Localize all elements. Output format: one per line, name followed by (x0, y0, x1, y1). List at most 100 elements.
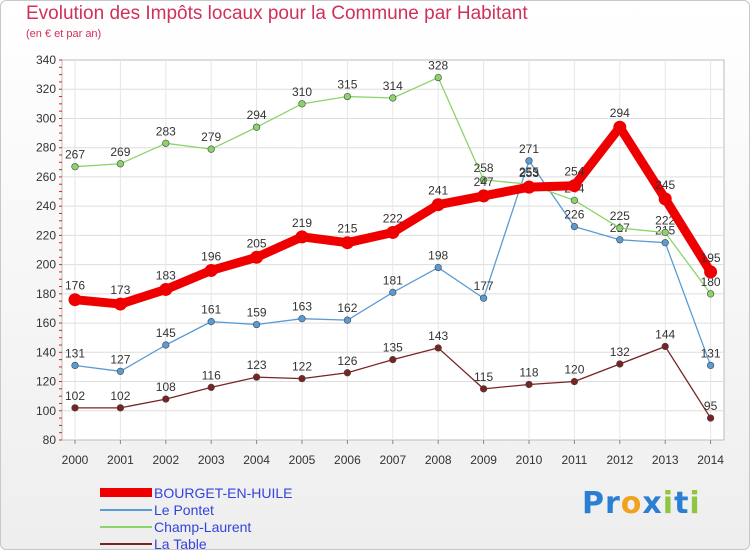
data-point (661, 239, 669, 247)
y-tick-label: 300 (36, 111, 56, 125)
y-tick-label: 220 (36, 228, 56, 242)
y-tick-label: 260 (36, 170, 56, 184)
x-tick-label: 2002 (152, 453, 179, 467)
data-point (68, 293, 82, 307)
data-point (522, 180, 536, 194)
data-point (386, 225, 400, 239)
legend-item: Champ-Laurent (100, 518, 292, 535)
data-point (706, 290, 715, 298)
data-point (116, 367, 124, 375)
data-label: 181 (383, 273, 403, 287)
data-label: 196 (201, 249, 221, 263)
legend-label: La Table (154, 535, 207, 552)
data-label: 123 (247, 358, 267, 372)
data-point (207, 145, 215, 153)
data-label: 198 (428, 249, 448, 263)
data-label: 241 (428, 184, 448, 198)
data-point (159, 282, 173, 296)
data-label: 115 (474, 370, 493, 384)
data-point (616, 236, 624, 244)
data-label: 173 (110, 283, 130, 297)
x-tick-label: 2006 (334, 453, 361, 467)
data-label: 222 (655, 213, 675, 227)
series-0: 176 173 183 196 205 219 215 222 241 247 253 254 294 2… (65, 106, 721, 311)
data-point (431, 198, 445, 212)
y-tick-label: 340 (36, 53, 56, 67)
y-tick-label: 320 (36, 82, 56, 96)
data-label: 267 (65, 148, 85, 162)
data-point (204, 263, 218, 277)
data-label: 195 (701, 251, 721, 265)
x-tick-label: 2004 (243, 453, 270, 467)
data-label: 180 (701, 275, 721, 289)
data-label: 314 (383, 79, 403, 93)
logo-letter: t (674, 486, 690, 521)
data-point (434, 73, 442, 82)
data-point (706, 361, 715, 370)
data-label: 269 (110, 145, 130, 159)
legend-label: Champ-Laurent (154, 518, 252, 535)
data-point (250, 250, 264, 264)
data-label: 254 (564, 165, 584, 179)
y-tick-label: 160 (36, 316, 56, 330)
y-tick-label: 200 (36, 258, 56, 272)
data-point (207, 318, 215, 326)
data-label: 310 (292, 85, 312, 99)
x-tick-label: 2000 (62, 453, 89, 467)
data-label: 219 (292, 216, 312, 230)
data-label: 131 (701, 346, 721, 360)
x-tick-label: 2005 (289, 453, 316, 467)
data-label: 279 (201, 130, 221, 144)
data-point (480, 385, 488, 393)
data-label: 163 (292, 300, 312, 314)
x-tick-label: 2012 (606, 453, 633, 467)
data-label: 132 (610, 345, 630, 359)
legend-item: BOURGET-EN-HUILE (100, 484, 292, 501)
data-point (434, 344, 442, 352)
x-tick-label: 2010 (516, 453, 543, 467)
data-label: 162 (337, 301, 357, 315)
data-label: 118 (519, 365, 538, 379)
legend-swatch (100, 508, 152, 511)
logo-letter: P (582, 486, 605, 521)
logo-letter: i (689, 486, 701, 521)
data-label: 294 (610, 106, 630, 120)
data-point (162, 395, 170, 403)
legend-label: BOURGET-EN-HUILE (154, 484, 293, 501)
data-point (162, 139, 170, 147)
data-label: 215 (337, 222, 357, 236)
data-label: 222 (383, 211, 403, 225)
proxiti-logo: Proxiti (582, 486, 701, 521)
data-point (207, 383, 215, 391)
data-point (477, 189, 491, 203)
data-point (570, 223, 579, 231)
data-point (253, 320, 261, 329)
chart-title: Evolution des Impôts locaux pour la Comm… (26, 3, 528, 24)
data-label: 131 (65, 346, 85, 360)
data-point (71, 404, 79, 412)
x-tick-label: 2009 (470, 453, 497, 467)
data-label: 283 (156, 124, 176, 138)
data-label: 315 (337, 78, 357, 92)
x-tick-label: 2013 (652, 453, 679, 467)
data-point (434, 263, 442, 272)
data-point (253, 123, 261, 131)
y-tick-label: 100 (36, 404, 56, 418)
data-point (570, 196, 579, 204)
legend-item: Le Pontet (100, 501, 292, 518)
data-label: 145 (156, 326, 176, 340)
data-label: 247 (474, 175, 494, 189)
logo-letter: o (620, 486, 643, 521)
legend-item: La Table (100, 535, 292, 552)
data-point (71, 163, 79, 171)
data-point (295, 230, 309, 244)
legend-swatch (100, 488, 152, 497)
data-label: 120 (564, 363, 584, 377)
data-label: 127 (110, 352, 130, 366)
data-point (389, 356, 397, 364)
y-tick-label: 80 (43, 433, 57, 447)
data-label: 108 (156, 380, 176, 394)
data-point (162, 341, 170, 349)
data-label: 328 (428, 59, 448, 73)
